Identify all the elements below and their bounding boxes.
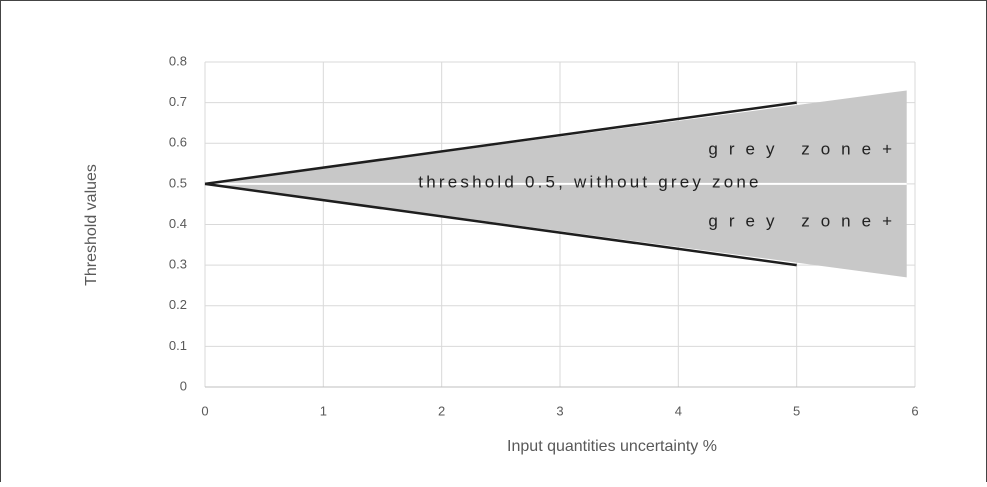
line [204,182,797,267]
x-tick-label: 1 [320,403,327,418]
y-tick-label: 0.4 [169,216,187,231]
y-tick-label: 0.3 [169,257,187,272]
x-tick-label: 6 [911,403,918,418]
x-tick-label: 4 [675,403,682,418]
y-tick-label: 0.2 [169,297,187,312]
y-tick-label: 0.6 [169,135,187,150]
x-tick-label: 5 [793,403,800,418]
y-tick-label: 0.7 [169,94,187,109]
x-tick-label: 3 [556,403,563,418]
y-axis-title: Threshold values [83,164,100,286]
annotation: grey zone+ [708,139,903,158]
x-tick-label: 0 [201,403,208,418]
y-tick-label: 0.8 [169,53,187,68]
x-tick-label: 2 [438,403,445,418]
y-tick-label: 0.5 [169,175,187,190]
line [204,101,797,186]
annotation: threshold 0.5, without grey zone [418,172,761,191]
x-axis-title: Input quantities uncertainty % [507,438,717,455]
y-tick-label: 0 [180,378,187,393]
annotation: grey zone+ [708,211,903,230]
y-tick-label: 0.1 [169,338,187,353]
